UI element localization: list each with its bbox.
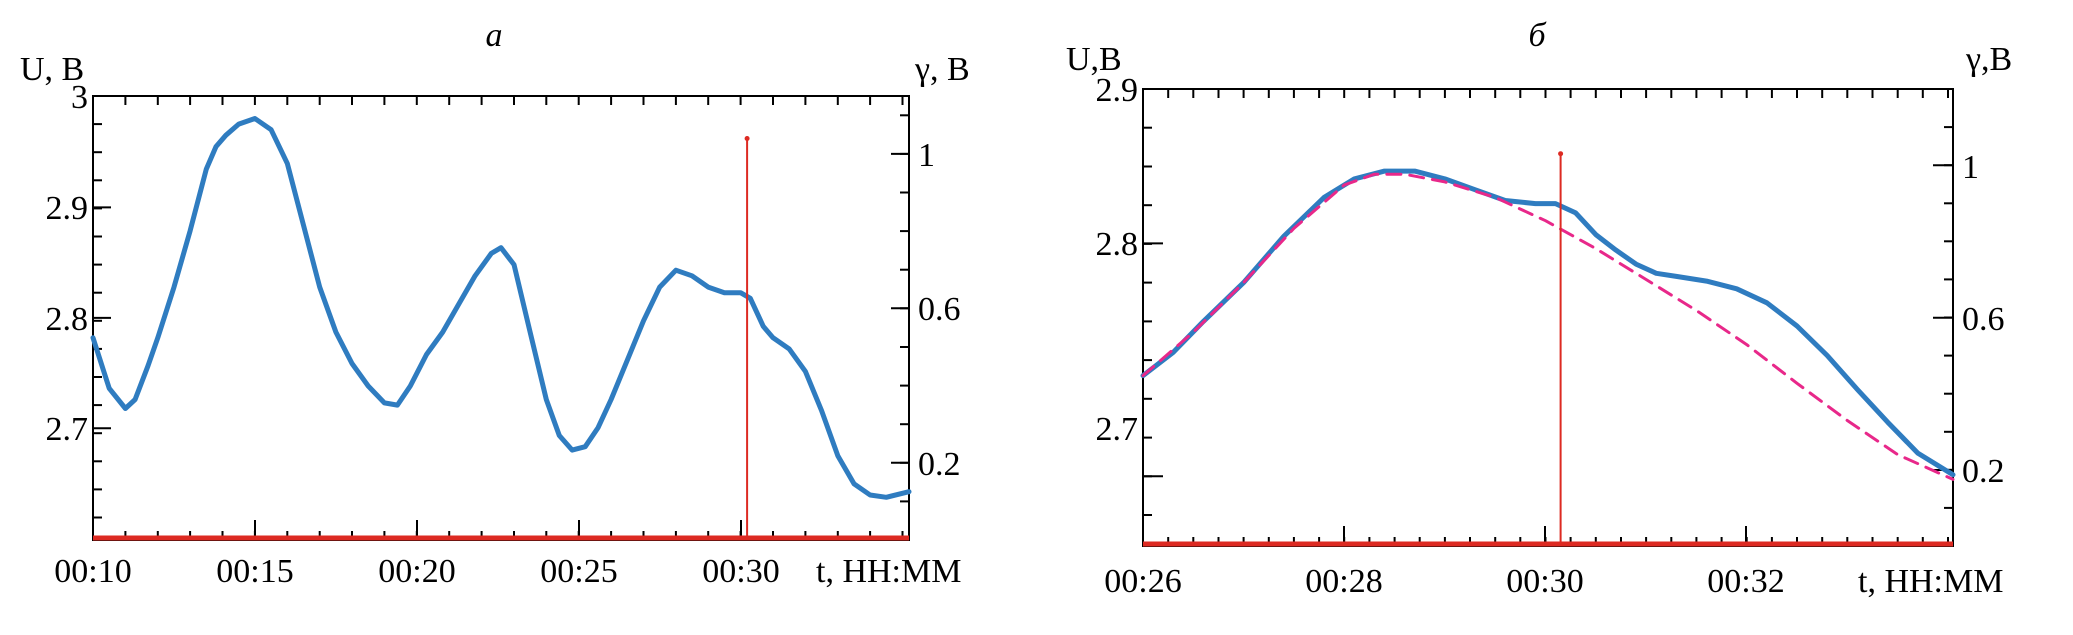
panel-b-x-ticks: 00:26 00:28 00:30 00:32 — [1104, 526, 1785, 600]
panel-a-left-y-ticks: 2.7 2.8 2.9 3 — [46, 79, 111, 448]
panel-b-xtick-label: 00:26 — [1104, 563, 1181, 600]
chart-panel-b: б U,В γ,В 2.7 2.8 2.9 0.2 0.6 1 00:26 00… — [1066, 17, 2012, 600]
panel-b-plot-frame — [1142, 88, 1954, 547]
panel-a-ytick-label: 2.7 — [46, 411, 89, 448]
panel-a-x-axis-label: t, НН:ММ — [816, 553, 961, 590]
panel-b-gamma-spike-point — [1558, 151, 1564, 157]
panel-a-right-axis-label: γ, В — [914, 51, 970, 88]
panel-b-minor-ticks — [1143, 89, 1953, 546]
panel-a-voltage-curve — [90, 116, 912, 500]
panel-b-xtick-label: 00:30 — [1506, 563, 1583, 600]
panel-b-series — [1140, 151, 1956, 547]
panel-a-xtick-label: 00:25 — [540, 553, 617, 590]
panel-a-rtick-label: 1 — [918, 137, 935, 174]
panel-a-ytick-label: 2.8 — [46, 301, 89, 338]
panel-b-ytick-label: 2.8 — [1096, 226, 1139, 263]
panel-b-ytick-label: 2.9 — [1096, 72, 1139, 109]
panel-a-xtick-label: 00:15 — [216, 553, 293, 590]
panel-a-series — [90, 116, 912, 541]
panel-a-xtick-label: 00:10 — [54, 553, 131, 590]
panel-a-title: а — [486, 17, 503, 54]
panel-b-ytick-label: 2.7 — [1096, 411, 1139, 448]
panel-b-voltage-curve — [1140, 168, 1956, 478]
panel-b-x-axis-label: t, НН:ММ — [1858, 563, 2003, 600]
panel-a-rtick-label: 0.6 — [918, 291, 961, 328]
panel-b-right-axis-label: γ,В — [1965, 41, 2012, 78]
panel-b-left-axis-label: U,В — [1066, 41, 1122, 78]
panel-b-rtick-label: 0.6 — [1962, 301, 2005, 338]
panel-a-minor-ticks — [93, 96, 909, 540]
panel-a-ytick-label: 3 — [71, 79, 88, 116]
panel-b-xtick-label: 00:32 — [1707, 563, 1784, 600]
panel-a-right-y-ticks: 0.2 0.6 1 — [891, 137, 961, 483]
panel-b-left-y-ticks: 2.7 2.8 2.9 — [1096, 72, 1163, 478]
panel-b-fit-curve-dashed — [1141, 172, 1955, 481]
panel-b-right-y-ticks: 0.2 0.6 1 — [1933, 149, 2005, 490]
panel-b-rtick-label: 0.2 — [1962, 453, 2005, 490]
panel-a-left-axis-label: U, В — [20, 51, 84, 88]
panel-a-gamma-spike-point — [744, 136, 750, 141]
panel-b-rtick-label: 1 — [1962, 149, 1979, 186]
panel-b-xtick-label: 00:28 — [1305, 563, 1382, 600]
panel-a-x-ticks: 00:10 00:15 00:20 00:25 00:30 — [54, 520, 780, 590]
panel-a-xtick-label: 00:30 — [702, 553, 779, 590]
panel-b-title: б — [1528, 17, 1547, 54]
panel-a-ytick-label: 2.9 — [46, 190, 89, 227]
panel-a-plot-frame — [92, 95, 910, 541]
panel-a-rtick-label: 0.2 — [918, 446, 961, 483]
panel-a-xtick-label: 00:20 — [378, 553, 455, 590]
chart-panel-a: а U, В γ, В 2.7 2.8 2.9 3 0.2 0.6 1 — [20, 17, 970, 590]
